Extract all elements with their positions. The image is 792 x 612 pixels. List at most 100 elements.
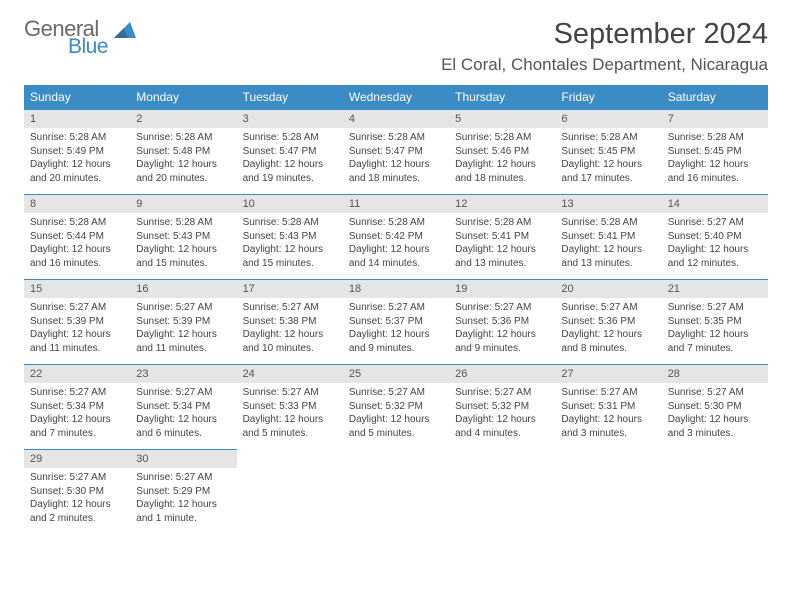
daylight-text: Daylight: 12 hours and 13 minutes.	[455, 243, 549, 270]
sunset-text: Sunset: 5:31 PM	[561, 400, 655, 414]
day-number: 28	[662, 365, 768, 383]
day-number: 11	[343, 195, 449, 213]
daylight-text: Daylight: 12 hours and 3 minutes.	[561, 413, 655, 440]
day-number: 30	[130, 450, 236, 468]
calendar-day-cell: 30Sunrise: 5:27 AMSunset: 5:29 PMDayligh…	[130, 450, 236, 535]
sunset-text: Sunset: 5:32 PM	[455, 400, 549, 414]
calendar-day-cell: 26Sunrise: 5:27 AMSunset: 5:32 PMDayligh…	[449, 365, 555, 450]
sunrise-text: Sunrise: 5:28 AM	[349, 131, 443, 145]
sunrise-text: Sunrise: 5:27 AM	[455, 301, 549, 315]
calendar-day-cell: 10Sunrise: 5:28 AMSunset: 5:43 PMDayligh…	[237, 195, 343, 280]
weekday-header: Thursday	[449, 85, 555, 110]
day-number: 25	[343, 365, 449, 383]
sunrise-text: Sunrise: 5:27 AM	[136, 301, 230, 315]
sunrise-text: Sunrise: 5:28 AM	[243, 131, 337, 145]
daylight-text: Daylight: 12 hours and 18 minutes.	[455, 158, 549, 185]
logo: General Blue	[24, 18, 136, 57]
daylight-text: Daylight: 12 hours and 3 minutes.	[668, 413, 762, 440]
day-details: Sunrise: 5:27 AMSunset: 5:37 PMDaylight:…	[343, 298, 449, 361]
sunrise-text: Sunrise: 5:27 AM	[136, 471, 230, 485]
day-number: 27	[555, 365, 661, 383]
sunset-text: Sunset: 5:38 PM	[243, 315, 337, 329]
day-number: 5	[449, 110, 555, 128]
daylight-text: Daylight: 12 hours and 8 minutes.	[561, 328, 655, 355]
calendar-day-cell: 15Sunrise: 5:27 AMSunset: 5:39 PMDayligh…	[24, 280, 130, 365]
calendar-week-row: 8Sunrise: 5:28 AMSunset: 5:44 PMDaylight…	[24, 195, 768, 280]
title-block: September 2024 El Coral, Chontales Depar…	[441, 18, 768, 75]
logo-triangle-icon	[114, 22, 136, 38]
day-number: 7	[662, 110, 768, 128]
month-title: September 2024	[441, 18, 768, 51]
day-number: 20	[555, 280, 661, 298]
sunrise-text: Sunrise: 5:27 AM	[349, 386, 443, 400]
weekday-header: Monday	[130, 85, 236, 110]
day-details: Sunrise: 5:27 AMSunset: 5:39 PMDaylight:…	[130, 298, 236, 361]
day-number: 4	[343, 110, 449, 128]
day-number: 3	[237, 110, 343, 128]
day-number: 22	[24, 365, 130, 383]
daylight-text: Daylight: 12 hours and 20 minutes.	[30, 158, 124, 185]
sunrise-text: Sunrise: 5:27 AM	[243, 386, 337, 400]
sunrise-text: Sunrise: 5:27 AM	[668, 386, 762, 400]
calendar-day-cell	[449, 450, 555, 535]
daylight-text: Daylight: 12 hours and 7 minutes.	[668, 328, 762, 355]
sunrise-text: Sunrise: 5:27 AM	[455, 386, 549, 400]
calendar-day-cell: 12Sunrise: 5:28 AMSunset: 5:41 PMDayligh…	[449, 195, 555, 280]
calendar-week-row: 29Sunrise: 5:27 AMSunset: 5:30 PMDayligh…	[24, 450, 768, 535]
day-number: 8	[24, 195, 130, 213]
weekday-header: Friday	[555, 85, 661, 110]
daylight-text: Daylight: 12 hours and 9 minutes.	[349, 328, 443, 355]
calendar-day-cell: 27Sunrise: 5:27 AMSunset: 5:31 PMDayligh…	[555, 365, 661, 450]
sunset-text: Sunset: 5:46 PM	[455, 145, 549, 159]
day-details: Sunrise: 5:27 AMSunset: 5:32 PMDaylight:…	[343, 383, 449, 446]
sunset-text: Sunset: 5:30 PM	[30, 485, 124, 499]
sunset-text: Sunset: 5:40 PM	[668, 230, 762, 244]
calendar-week-row: 15Sunrise: 5:27 AMSunset: 5:39 PMDayligh…	[24, 280, 768, 365]
day-details: Sunrise: 5:28 AMSunset: 5:43 PMDaylight:…	[130, 213, 236, 276]
calendar-day-cell: 17Sunrise: 5:27 AMSunset: 5:38 PMDayligh…	[237, 280, 343, 365]
sunset-text: Sunset: 5:35 PM	[668, 315, 762, 329]
sunset-text: Sunset: 5:32 PM	[349, 400, 443, 414]
sunrise-text: Sunrise: 5:28 AM	[136, 216, 230, 230]
sunrise-text: Sunrise: 5:27 AM	[136, 386, 230, 400]
day-number: 13	[555, 195, 661, 213]
sunset-text: Sunset: 5:48 PM	[136, 145, 230, 159]
daylight-text: Daylight: 12 hours and 20 minutes.	[136, 158, 230, 185]
sunrise-text: Sunrise: 5:28 AM	[561, 131, 655, 145]
day-details: Sunrise: 5:27 AMSunset: 5:40 PMDaylight:…	[662, 213, 768, 276]
sunset-text: Sunset: 5:33 PM	[243, 400, 337, 414]
day-details: Sunrise: 5:28 AMSunset: 5:44 PMDaylight:…	[24, 213, 130, 276]
day-details: Sunrise: 5:27 AMSunset: 5:31 PMDaylight:…	[555, 383, 661, 446]
daylight-text: Daylight: 12 hours and 2 minutes.	[30, 498, 124, 525]
calendar-day-cell: 11Sunrise: 5:28 AMSunset: 5:42 PMDayligh…	[343, 195, 449, 280]
day-details: Sunrise: 5:28 AMSunset: 5:45 PMDaylight:…	[555, 128, 661, 191]
sunset-text: Sunset: 5:42 PM	[349, 230, 443, 244]
day-number: 19	[449, 280, 555, 298]
sunset-text: Sunset: 5:44 PM	[30, 230, 124, 244]
sunset-text: Sunset: 5:47 PM	[243, 145, 337, 159]
location: El Coral, Chontales Department, Nicaragu…	[441, 55, 768, 75]
calendar-day-cell: 16Sunrise: 5:27 AMSunset: 5:39 PMDayligh…	[130, 280, 236, 365]
calendar-day-cell: 1Sunrise: 5:28 AMSunset: 5:49 PMDaylight…	[24, 110, 130, 195]
sunset-text: Sunset: 5:34 PM	[30, 400, 124, 414]
calendar-day-cell: 7Sunrise: 5:28 AMSunset: 5:45 PMDaylight…	[662, 110, 768, 195]
calendar-day-cell: 25Sunrise: 5:27 AMSunset: 5:32 PMDayligh…	[343, 365, 449, 450]
day-number: 15	[24, 280, 130, 298]
day-number: 18	[343, 280, 449, 298]
day-details: Sunrise: 5:27 AMSunset: 5:35 PMDaylight:…	[662, 298, 768, 361]
weekday-header-row: Sunday Monday Tuesday Wednesday Thursday…	[24, 85, 768, 110]
sunrise-text: Sunrise: 5:28 AM	[561, 216, 655, 230]
day-number: 23	[130, 365, 236, 383]
daylight-text: Daylight: 12 hours and 13 minutes.	[561, 243, 655, 270]
sunset-text: Sunset: 5:43 PM	[136, 230, 230, 244]
calendar-day-cell: 2Sunrise: 5:28 AMSunset: 5:48 PMDaylight…	[130, 110, 236, 195]
sunrise-text: Sunrise: 5:28 AM	[455, 131, 549, 145]
sunrise-text: Sunrise: 5:27 AM	[30, 386, 124, 400]
calendar-day-cell: 28Sunrise: 5:27 AMSunset: 5:30 PMDayligh…	[662, 365, 768, 450]
calendar-day-cell: 19Sunrise: 5:27 AMSunset: 5:36 PMDayligh…	[449, 280, 555, 365]
sunrise-text: Sunrise: 5:28 AM	[668, 131, 762, 145]
calendar-day-cell: 13Sunrise: 5:28 AMSunset: 5:41 PMDayligh…	[555, 195, 661, 280]
sunrise-text: Sunrise: 5:27 AM	[561, 301, 655, 315]
sunset-text: Sunset: 5:36 PM	[561, 315, 655, 329]
sunset-text: Sunset: 5:37 PM	[349, 315, 443, 329]
